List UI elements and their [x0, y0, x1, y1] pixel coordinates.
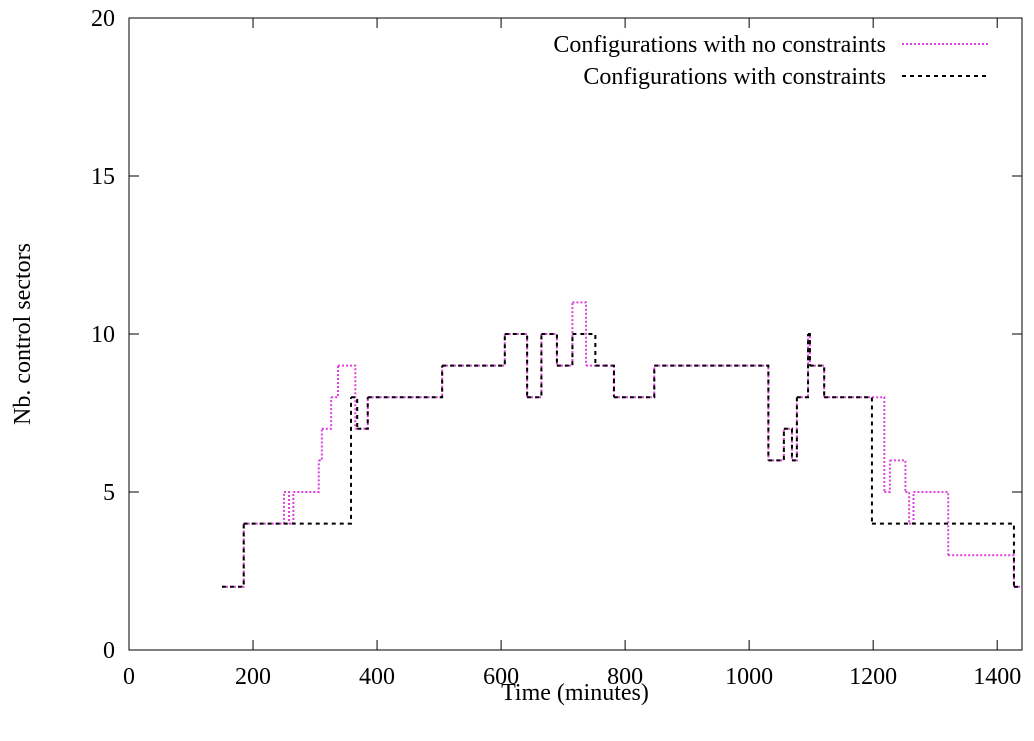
step-segment [791, 397, 798, 462]
step-segment [654, 364, 770, 461]
step-segment [809, 364, 826, 398]
step-segment [613, 365, 656, 399]
step-segment [871, 522, 1015, 587]
step-segment [243, 397, 353, 525]
step-segment [768, 428, 785, 462]
step-segment [586, 364, 615, 398]
x-tick-label: 200 [235, 664, 271, 690]
step-segment [367, 365, 444, 399]
step-segment [796, 334, 810, 399]
step-segment [527, 334, 543, 399]
x-axis-label: Time (minutes) [501, 680, 649, 706]
step-segment [367, 365, 444, 399]
x-tick-label: 400 [359, 664, 395, 690]
step-segment [527, 334, 543, 399]
step-segment [824, 396, 886, 492]
step-segment [442, 334, 506, 367]
x-tick-label: 1200 [849, 664, 897, 690]
y-tick-label: 5 [103, 480, 115, 506]
step-segment [889, 459, 907, 492]
step-segment [222, 523, 245, 588]
step-segment [541, 333, 558, 366]
step-segment [442, 334, 506, 367]
step-segment [504, 333, 529, 398]
legend-label: Configurations with constraints [583, 64, 886, 90]
step-segment [504, 333, 529, 398]
x-tick-label: 1000 [725, 664, 773, 690]
step-segment [783, 427, 793, 461]
y-axis-label: Nb. control sectors [10, 243, 36, 425]
step-segment [613, 365, 656, 399]
step-segment [222, 523, 245, 588]
step-segment [884, 460, 891, 493]
step-segment [556, 302, 574, 367]
x-tick-label: 800 [607, 664, 643, 690]
step-segment [541, 333, 558, 366]
step-segment [595, 364, 615, 398]
step-segment [796, 334, 810, 399]
step-segment [572, 301, 588, 366]
y-tick-label: 0 [103, 638, 115, 664]
step-segment [318, 428, 323, 462]
y-tick-label: 15 [91, 164, 115, 190]
step-segment [293, 460, 320, 493]
step-segment [768, 428, 785, 462]
step-segment [809, 364, 826, 398]
step-segment [572, 333, 597, 366]
step-segment [824, 396, 873, 524]
step-segment [321, 397, 333, 430]
x-tick-label: 0 [123, 664, 135, 690]
step-segment [913, 491, 950, 556]
y-tick-label: 10 [91, 322, 115, 348]
step-segment [337, 364, 357, 429]
step-segment [243, 492, 286, 525]
step-segment [905, 491, 911, 524]
step-segment [331, 365, 339, 399]
step-segment [357, 397, 369, 430]
step-segment [808, 333, 811, 366]
y-tick-label: 20 [91, 6, 115, 32]
legend-label: Configurations with no constraints [553, 32, 886, 58]
step-segment [654, 364, 770, 461]
step-segment [783, 427, 793, 461]
step-segment [948, 554, 1015, 587]
x-tick-label: 1400 [973, 664, 1021, 690]
step-segment [556, 334, 574, 367]
step-segment [284, 491, 290, 524]
x-tick-label: 600 [483, 664, 519, 690]
step-segment [351, 396, 359, 429]
